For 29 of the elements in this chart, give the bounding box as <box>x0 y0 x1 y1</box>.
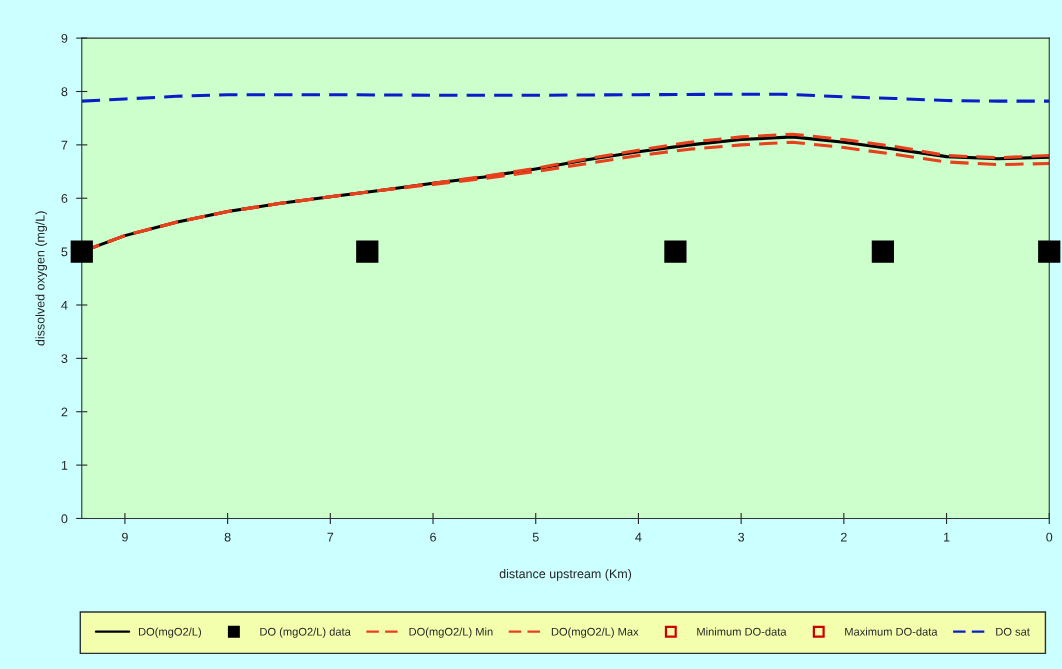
legend-label: DO(mgO2/L) Min <box>409 627 493 638</box>
y-tick-label: 9 <box>61 33 68 43</box>
x-tick-label: 5 <box>532 532 539 542</box>
x-tick-label: 4 <box>635 532 642 542</box>
y-tick-label: 3 <box>61 354 68 364</box>
y-tick-label: 8 <box>61 87 68 97</box>
y-tick-label: 7 <box>61 140 68 150</box>
legend-label: Maximum DO-data <box>845 627 938 636</box>
x-tick-label: 1 <box>944 532 950 542</box>
y-tick-label: 6 <box>61 194 68 203</box>
x-tick-label: 6 <box>430 532 436 542</box>
legend-label: DO (mgO2/L) data <box>260 627 351 638</box>
y-tick-label: 2 <box>61 407 68 417</box>
legend-label: DO(mgO2/L) <box>138 627 201 638</box>
x-tick-label: 3 <box>738 532 745 542</box>
y-tick-label: 4 <box>61 300 68 310</box>
x-tick-label: 9 <box>122 532 128 542</box>
legend-label: DO(mgO2/L) Max <box>551 627 639 638</box>
x-tick-label: 8 <box>224 532 231 542</box>
y-tick-label: 1 <box>61 461 68 470</box>
y-axis-title: dissolved oxygen (mg/L) <box>35 211 48 346</box>
y-tick-label: 0 <box>61 514 68 524</box>
x-tick-label: 7 <box>327 532 334 542</box>
legend-label: DO sat <box>996 627 1030 636</box>
x-tick-label: 2 <box>841 532 847 542</box>
legend-label: Minimum DO-data <box>697 627 787 636</box>
y-tick-label: 5 <box>61 247 68 257</box>
x-axis-title: distance upstream (Km) <box>499 569 632 581</box>
x-tick-label: 0 <box>1046 532 1053 542</box>
